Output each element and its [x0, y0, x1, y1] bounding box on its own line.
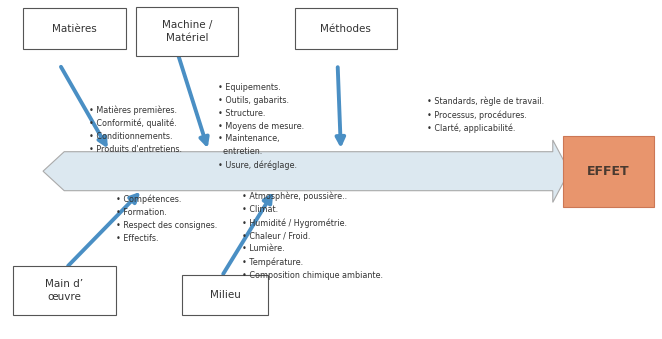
Text: • Atmosphère, poussière..
• Climat.
• Humidité / Hygrométrie.
• Chaleur / Froid.: • Atmosphère, poussière.. • Climat. • Hu…: [242, 192, 383, 280]
FancyBboxPatch shape: [563, 136, 654, 207]
Text: Matières: Matières: [52, 24, 97, 34]
FancyBboxPatch shape: [13, 266, 116, 315]
FancyBboxPatch shape: [23, 8, 126, 49]
Text: • Standards, règle de travail.
• Processus, procédures.
• Clarté, applicabilité.: • Standards, règle de travail. • Process…: [427, 97, 544, 133]
FancyBboxPatch shape: [182, 275, 268, 315]
Text: Machine /
Matériel: Machine / Matériel: [162, 20, 213, 43]
FancyBboxPatch shape: [136, 7, 238, 56]
Text: • Compétences.
• Formation.
• Respect des consignes.
• Effectifs.: • Compétences. • Formation. • Respect de…: [116, 195, 217, 243]
Text: Méthodes: Méthodes: [320, 24, 371, 34]
Polygon shape: [43, 140, 569, 202]
Text: Milieu: Milieu: [210, 290, 240, 300]
Text: Main d’
œuvre: Main d’ œuvre: [46, 279, 83, 302]
Text: EFFET: EFFET: [587, 165, 630, 178]
Text: • Matières premières.
• Conformité, qualité.
• Conditionnements.
• Produits d'en: • Matières premières. • Conformité, qual…: [89, 105, 182, 154]
Text: • Equipements.
• Outils, gabarits.
• Structure.
• Moyens de mesure.
• Maintenanc: • Equipements. • Outils, gabarits. • Str…: [218, 83, 305, 170]
FancyBboxPatch shape: [295, 8, 397, 49]
